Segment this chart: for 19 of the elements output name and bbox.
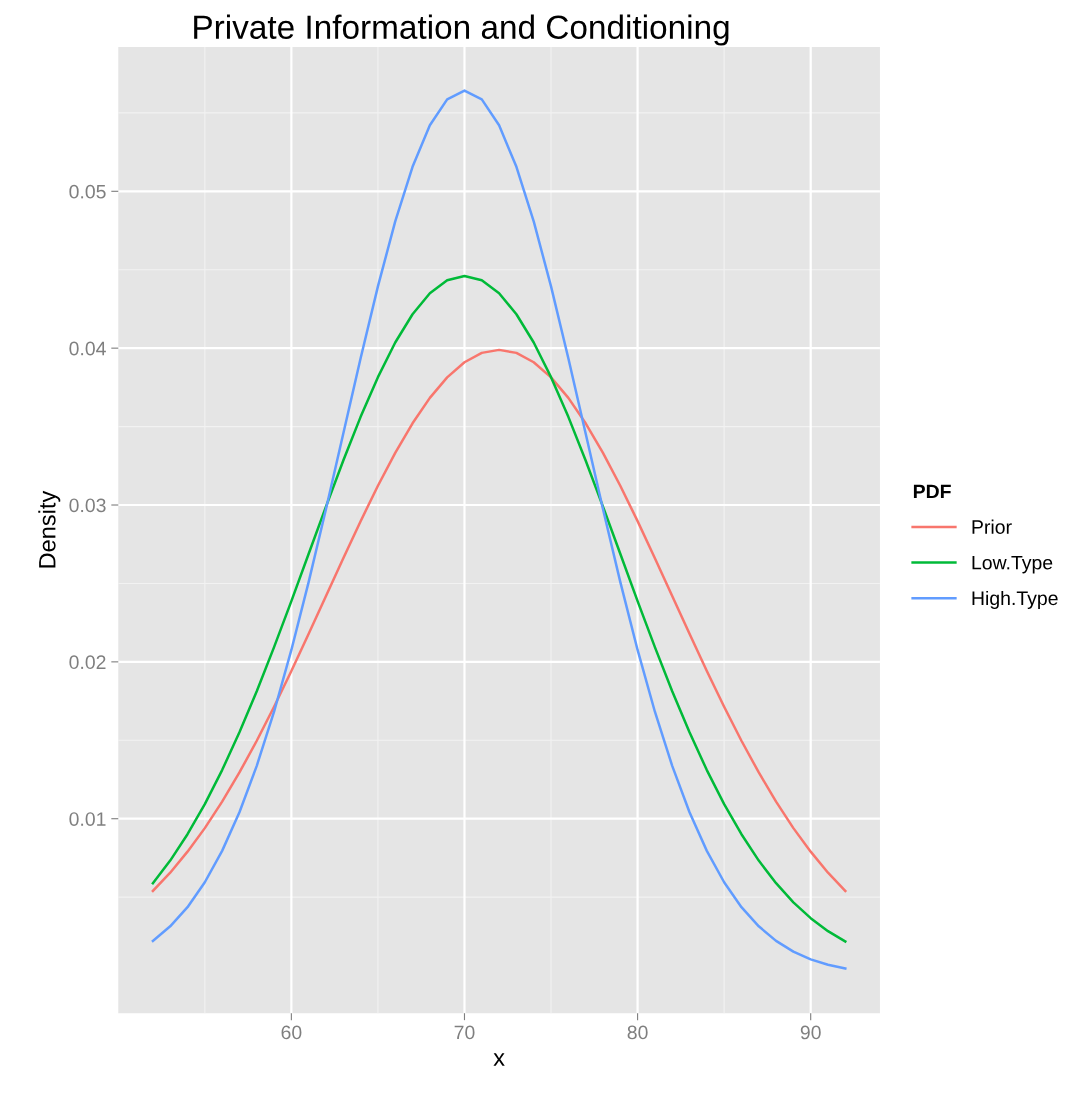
x-axis-title: x — [493, 1053, 505, 1066]
line-series — [151, 348, 847, 893]
legend-label: Prior — [972, 519, 1012, 534]
legend-title: PDF — [913, 484, 951, 499]
x-tick-label: 70 — [454, 1025, 475, 1040]
y-tick-label: 0.03 — [69, 498, 106, 513]
line-series — [151, 274, 847, 943]
legend-label: High.Type — [972, 590, 1058, 609]
y-tick-label: 0.02 — [69, 655, 106, 670]
x-tick-label: 80 — [627, 1025, 648, 1040]
y-tick-label: 0.04 — [69, 341, 106, 356]
y-tick-label: 0.05 — [69, 184, 106, 199]
y-axis-title: Density — [38, 490, 61, 568]
legend-label: Low.Type — [972, 555, 1053, 574]
x-tick-label: 90 — [800, 1025, 821, 1040]
y-tick-label: 0.01 — [69, 812, 106, 826]
x-tick-label: 60 — [281, 1025, 302, 1040]
line-series — [151, 89, 847, 970]
chart-title: Private Information and Conditioning — [194, 14, 729, 46]
